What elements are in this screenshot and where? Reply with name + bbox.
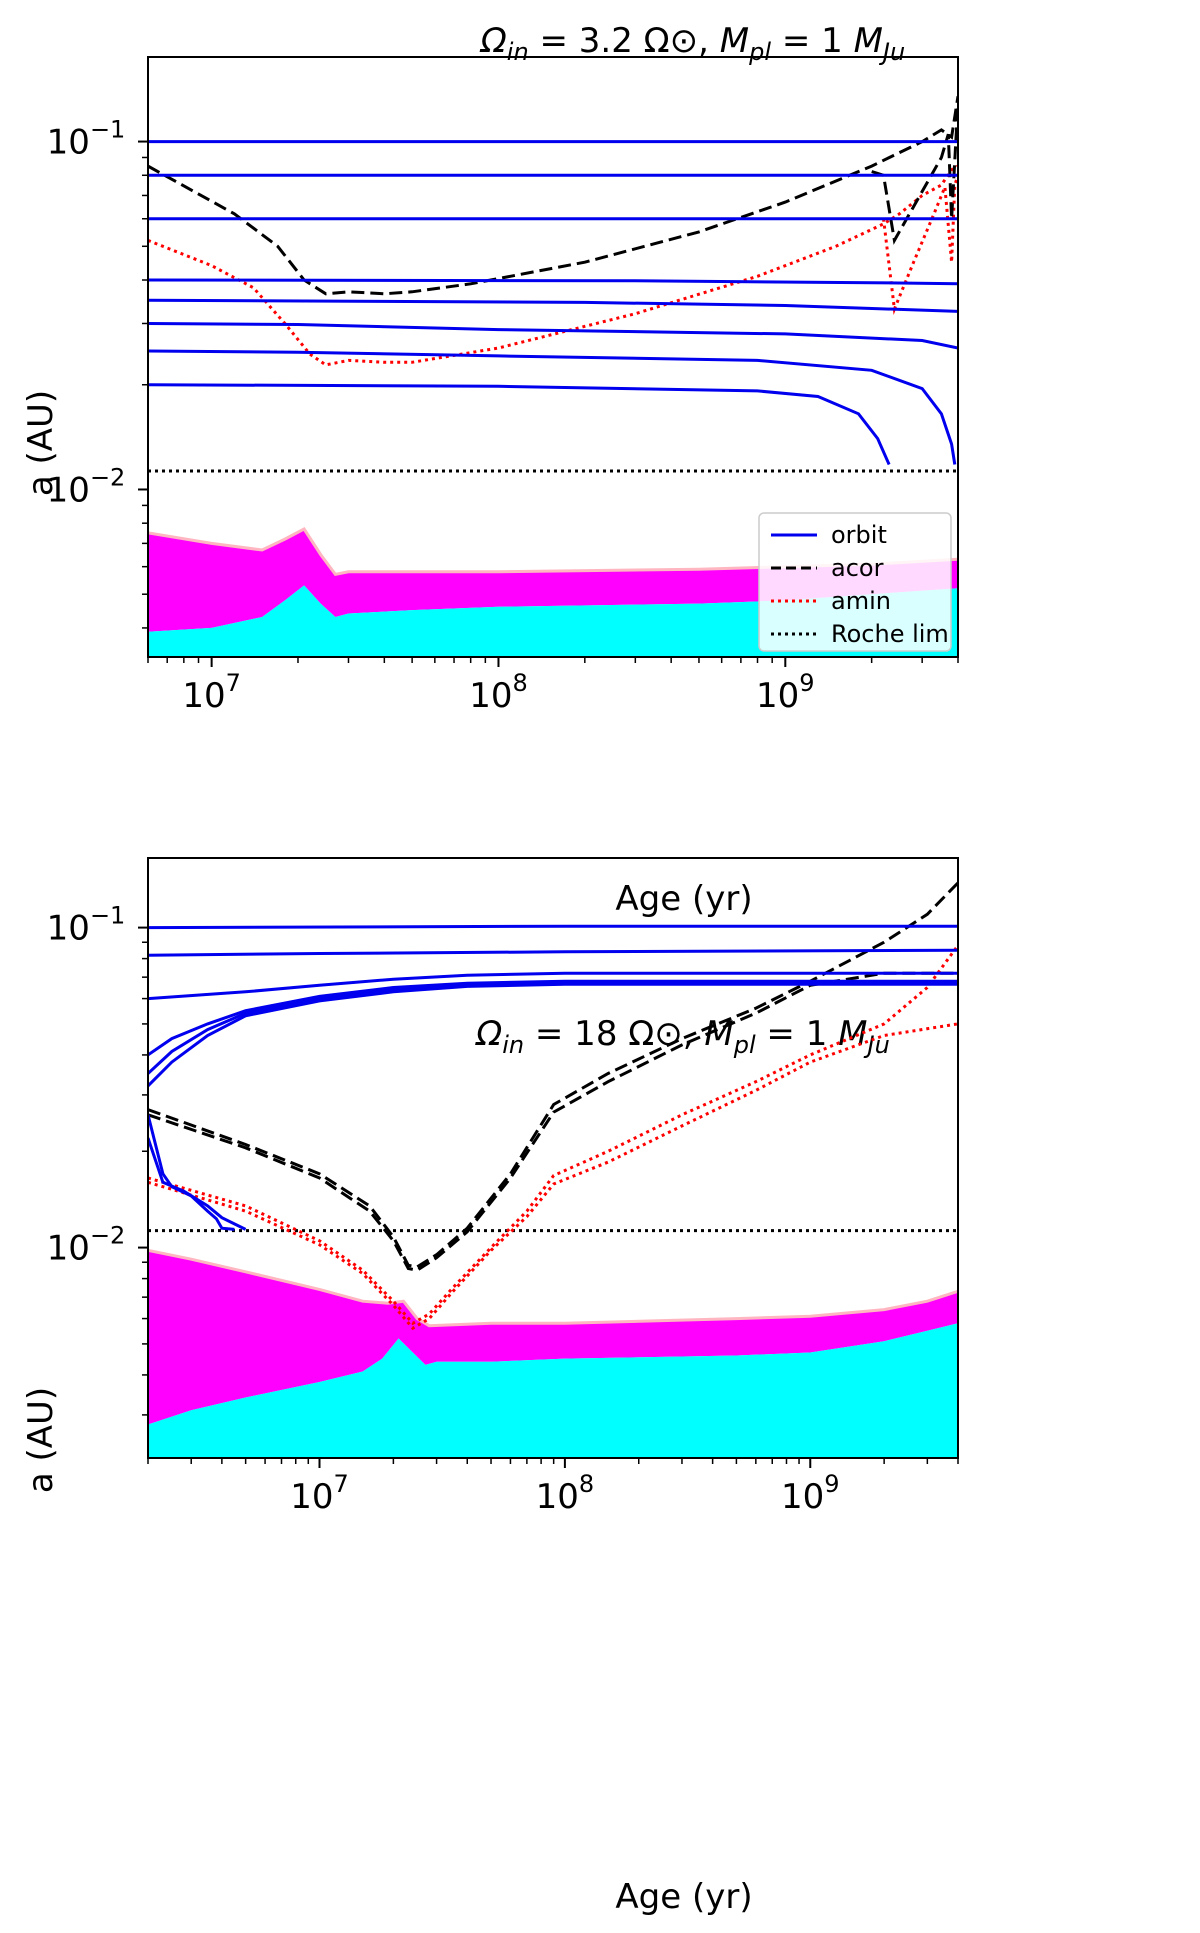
radiative-core-band — [148, 1323, 958, 1458]
orbit-line — [148, 278, 958, 286]
amin-curve — [882, 174, 958, 316]
legend: orbit acor amin Roche lim — [758, 512, 952, 652]
panel-top: Ωin = 3.2 Ω⊙, Mpl = 1 MJu 107 108 10910−21… — [21, 21, 959, 919]
orbit-line — [148, 349, 957, 465]
y-axis-bottom: 10−2 10−1 — [47, 902, 148, 1416]
axes-frame — [147, 56, 959, 658]
x-tick-label: 107 — [182, 669, 241, 716]
amin-curve — [148, 1022, 958, 1331]
legend-label: Roche lim — [831, 620, 949, 648]
plot-area-top: 107 108 109 10−2 10−1 — [47, 56, 959, 716]
orbit-line — [148, 948, 958, 957]
x-tick-label: 107 — [290, 1470, 349, 1517]
y-tick-label: 10−2 — [47, 463, 126, 510]
x-axis-label-top: Age (yr) — [615, 879, 752, 919]
plot-body-bottom — [148, 881, 958, 1458]
orbit-line — [148, 979, 958, 1057]
legend-label: acor — [831, 554, 884, 582]
x-tick-label: 109 — [781, 1470, 840, 1517]
y-axis-label-top: a (AU) — [21, 390, 61, 496]
convective-zone-band — [148, 1250, 958, 1425]
panel-top-title: Ωin = 3.2 Ω⊙, Mpl = 1 MJu — [479, 21, 905, 66]
legend-label: orbit — [831, 521, 887, 549]
acor-curve — [148, 881, 958, 1269]
orbit-line — [148, 1114, 235, 1231]
x-tick-label: 108 — [469, 669, 528, 716]
x-tick-label: 108 — [536, 1470, 595, 1517]
radiative-core-band — [148, 585, 958, 657]
amin-curve — [148, 944, 958, 1326]
acor-curve — [871, 101, 958, 245]
legend-label: amin — [831, 587, 891, 615]
x-axis-label-bottom: Age (yr) — [615, 1877, 752, 1917]
y-tick-label: 10−2 — [47, 1222, 126, 1269]
stellar-radius-edge — [148, 1248, 958, 1328]
plot-area-bottom: 107 108 109 10−2 10−1 — [47, 857, 959, 1517]
y-axis-label-bottom: a (AU) — [21, 1387, 61, 1493]
acor-curve — [148, 95, 958, 296]
x-axis-top: 107 108 109 — [147, 657, 959, 716]
panel-bottom: Ωin = 18 Ω⊙, Mpl = 1 MJu 107 108 10910−210… — [21, 857, 959, 1917]
y-tick-label: 10−1 — [47, 902, 126, 949]
orbit-line — [148, 322, 958, 350]
y-tick-label: 10−1 — [47, 116, 126, 163]
convective-zone-band — [148, 529, 958, 632]
orbit-line — [148, 924, 958, 930]
legend-box — [758, 512, 952, 652]
y-axis-top: 10−2 10−1 — [47, 116, 148, 629]
orbit-line — [148, 1137, 247, 1231]
x-axis-bottom: 107 108 109 — [147, 1458, 959, 1517]
orbit-line — [148, 982, 958, 1087]
x-tick-label: 109 — [756, 669, 815, 716]
panel-bottom-title: Ωin = 18 Ω⊙, Mpl = 1 MJu — [474, 1014, 890, 1059]
orbit-line — [148, 971, 958, 1001]
orbit-line — [148, 298, 958, 313]
acor-curve — [148, 971, 958, 1272]
orbit-line — [148, 383, 891, 466]
